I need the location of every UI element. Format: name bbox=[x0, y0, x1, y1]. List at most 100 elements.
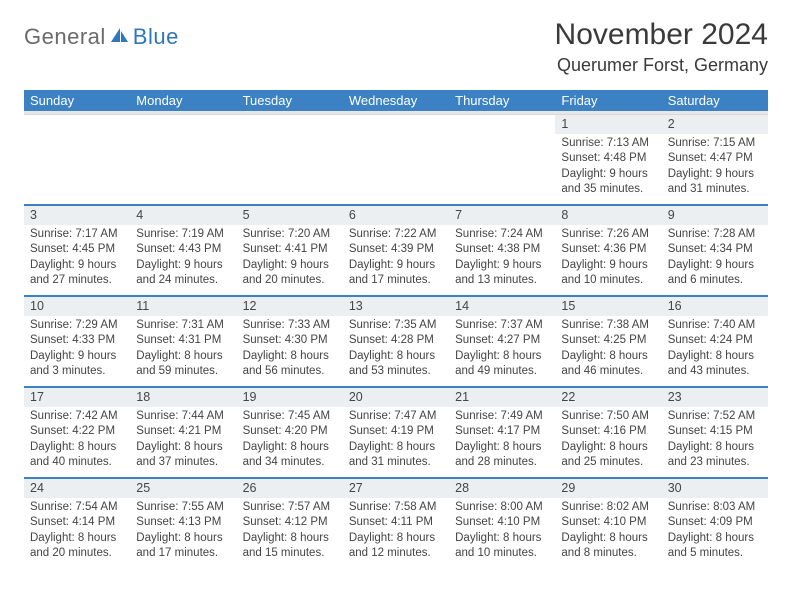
weekday-header: Friday bbox=[555, 90, 661, 111]
sunrise-text: Sunrise: 7:15 AM bbox=[668, 136, 762, 152]
header: General Blue November 2024 Querumer Fors… bbox=[24, 18, 768, 76]
sunrise-text: Sunrise: 7:24 AM bbox=[455, 227, 549, 243]
weekday-header-row: Sunday Monday Tuesday Wednesday Thursday… bbox=[24, 90, 768, 111]
calendar-day-cell: . bbox=[130, 115, 236, 204]
day-number: 23 bbox=[662, 388, 768, 407]
calendar-week-row: 10Sunrise: 7:29 AMSunset: 4:33 PMDayligh… bbox=[24, 297, 768, 388]
day-number: 2 bbox=[662, 115, 768, 134]
sunset-text: Sunset: 4:41 PM bbox=[243, 242, 337, 258]
sunset-text: Sunset: 4:14 PM bbox=[30, 515, 124, 531]
day-number: 7 bbox=[449, 206, 555, 225]
day-number: 21 bbox=[449, 388, 555, 407]
sunrise-text: Sunrise: 7:47 AM bbox=[349, 409, 443, 425]
day-number: 4 bbox=[130, 206, 236, 225]
brand-text-general: General bbox=[24, 24, 106, 50]
daylight-text: Daylight: 9 hours and 27 minutes. bbox=[30, 258, 124, 289]
daylight-text: Daylight: 8 hours and 56 minutes. bbox=[243, 349, 337, 380]
brand-text-blue: Blue bbox=[133, 24, 179, 50]
calendar-day-cell: . bbox=[237, 115, 343, 204]
day-number: 25 bbox=[130, 479, 236, 498]
daylight-text: Daylight: 9 hours and 6 minutes. bbox=[668, 258, 762, 289]
sunrise-text: Sunrise: 7:33 AM bbox=[243, 318, 337, 334]
day-number: 6 bbox=[343, 206, 449, 225]
calendar-day-cell: 13Sunrise: 7:35 AMSunset: 4:28 PMDayligh… bbox=[343, 297, 449, 386]
calendar-day-cell: 28Sunrise: 8:00 AMSunset: 4:10 PMDayligh… bbox=[449, 479, 555, 568]
sunrise-text: Sunrise: 7:49 AM bbox=[455, 409, 549, 425]
sunset-text: Sunset: 4:12 PM bbox=[243, 515, 337, 531]
sunset-text: Sunset: 4:38 PM bbox=[455, 242, 549, 258]
daylight-text: Daylight: 8 hours and 8 minutes. bbox=[561, 531, 655, 562]
sunset-text: Sunset: 4:43 PM bbox=[136, 242, 230, 258]
calendar-day-cell: 19Sunrise: 7:45 AMSunset: 4:20 PMDayligh… bbox=[237, 388, 343, 477]
day-number: 8 bbox=[555, 206, 661, 225]
sunrise-text: Sunrise: 7:20 AM bbox=[243, 227, 337, 243]
calendar-day-cell: 11Sunrise: 7:31 AMSunset: 4:31 PMDayligh… bbox=[130, 297, 236, 386]
sunrise-text: Sunrise: 8:03 AM bbox=[668, 500, 762, 516]
calendar-day-cell: . bbox=[24, 115, 130, 204]
sunset-text: Sunset: 4:11 PM bbox=[349, 515, 443, 531]
daylight-text: Daylight: 8 hours and 59 minutes. bbox=[136, 349, 230, 380]
daylight-text: Daylight: 9 hours and 17 minutes. bbox=[349, 258, 443, 289]
daylight-text: Daylight: 8 hours and 34 minutes. bbox=[243, 440, 337, 471]
weekday-header: Monday bbox=[130, 90, 236, 111]
sunset-text: Sunset: 4:19 PM bbox=[349, 424, 443, 440]
sunset-text: Sunset: 4:34 PM bbox=[668, 242, 762, 258]
calendar-day-cell: 24Sunrise: 7:54 AMSunset: 4:14 PMDayligh… bbox=[24, 479, 130, 568]
sunset-text: Sunset: 4:09 PM bbox=[668, 515, 762, 531]
calendar-day-cell: 25Sunrise: 7:55 AMSunset: 4:13 PMDayligh… bbox=[130, 479, 236, 568]
daylight-text: Daylight: 8 hours and 23 minutes. bbox=[668, 440, 762, 471]
day-number: 16 bbox=[662, 297, 768, 316]
sunset-text: Sunset: 4:47 PM bbox=[668, 151, 762, 167]
day-number: 17 bbox=[24, 388, 130, 407]
sunrise-text: Sunrise: 7:29 AM bbox=[30, 318, 124, 334]
sunrise-text: Sunrise: 7:40 AM bbox=[668, 318, 762, 334]
daylight-text: Daylight: 8 hours and 5 minutes. bbox=[668, 531, 762, 562]
sunset-text: Sunset: 4:33 PM bbox=[30, 333, 124, 349]
daylight-text: Daylight: 8 hours and 46 minutes. bbox=[561, 349, 655, 380]
calendar-day-cell: 7Sunrise: 7:24 AMSunset: 4:38 PMDaylight… bbox=[449, 206, 555, 295]
daylight-text: Daylight: 8 hours and 15 minutes. bbox=[243, 531, 337, 562]
sunrise-text: Sunrise: 7:26 AM bbox=[561, 227, 655, 243]
daylight-text: Daylight: 9 hours and 3 minutes. bbox=[30, 349, 124, 380]
day-number: 9 bbox=[662, 206, 768, 225]
day-number: 13 bbox=[343, 297, 449, 316]
calendar-week-row: .....1Sunrise: 7:13 AMSunset: 4:48 PMDay… bbox=[24, 115, 768, 206]
calendar-day-cell: 2 Sunrise: 7:15 AMSunset: 4:47 PMDaylight… bbox=[662, 115, 768, 204]
calendar-day-cell: 18Sunrise: 7:44 AMSunset: 4:21 PMDayligh… bbox=[130, 388, 236, 477]
daylight-text: Daylight: 9 hours and 20 minutes. bbox=[243, 258, 337, 289]
sunset-text: Sunset: 4:36 PM bbox=[561, 242, 655, 258]
calendar-day-cell: 17Sunrise: 7:42 AMSunset: 4:22 PMDayligh… bbox=[24, 388, 130, 477]
day-number: 15 bbox=[555, 297, 661, 316]
daylight-text: Daylight: 9 hours and 10 minutes. bbox=[561, 258, 655, 289]
calendar-day-cell: 10Sunrise: 7:29 AMSunset: 4:33 PMDayligh… bbox=[24, 297, 130, 386]
day-number: 1 bbox=[555, 115, 661, 134]
day-number: 14 bbox=[449, 297, 555, 316]
sunset-text: Sunset: 4:10 PM bbox=[455, 515, 549, 531]
sunrise-text: Sunrise: 7:19 AM bbox=[136, 227, 230, 243]
daylight-text: Daylight: 8 hours and 25 minutes. bbox=[561, 440, 655, 471]
sunset-text: Sunset: 4:20 PM bbox=[243, 424, 337, 440]
daylight-text: Daylight: 8 hours and 12 minutes. bbox=[349, 531, 443, 562]
sunset-text: Sunset: 4:10 PM bbox=[561, 515, 655, 531]
weekday-header: Thursday bbox=[449, 90, 555, 111]
sunset-text: Sunset: 4:48 PM bbox=[561, 151, 655, 167]
sunrise-text: Sunrise: 8:02 AM bbox=[561, 500, 655, 516]
day-number: 19 bbox=[237, 388, 343, 407]
daylight-text: Daylight: 9 hours and 31 minutes. bbox=[668, 167, 762, 198]
calendar-day-cell: 27Sunrise: 7:58 AMSunset: 4:11 PMDayligh… bbox=[343, 479, 449, 568]
sunset-text: Sunset: 4:25 PM bbox=[561, 333, 655, 349]
weeks-container: .....1Sunrise: 7:13 AMSunset: 4:48 PMDay… bbox=[24, 115, 768, 568]
day-number: 20 bbox=[343, 388, 449, 407]
daylight-text: Daylight: 8 hours and 17 minutes. bbox=[136, 531, 230, 562]
sunrise-text: Sunrise: 7:13 AM bbox=[561, 136, 655, 152]
daylight-text: Daylight: 8 hours and 49 minutes. bbox=[455, 349, 549, 380]
sunset-text: Sunset: 4:21 PM bbox=[136, 424, 230, 440]
calendar-day-cell: 16Sunrise: 7:40 AMSunset: 4:24 PMDayligh… bbox=[662, 297, 768, 386]
calendar-day-cell: . bbox=[449, 115, 555, 204]
sunrise-text: Sunrise: 7:55 AM bbox=[136, 500, 230, 516]
day-number: 5 bbox=[237, 206, 343, 225]
day-number: 11 bbox=[130, 297, 236, 316]
sunrise-text: Sunrise: 7:31 AM bbox=[136, 318, 230, 334]
calendar-week-row: 3Sunrise: 7:17 AMSunset: 4:45 PMDaylight… bbox=[24, 206, 768, 297]
daylight-text: Daylight: 8 hours and 28 minutes. bbox=[455, 440, 549, 471]
